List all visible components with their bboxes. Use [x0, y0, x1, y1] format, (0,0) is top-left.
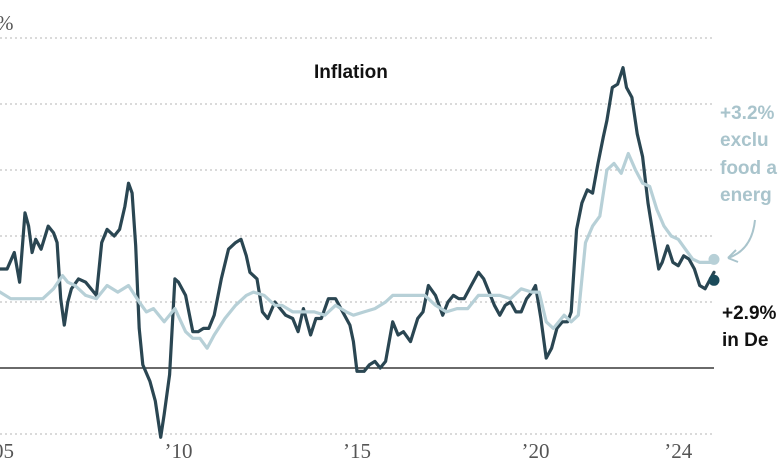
core-annotation-line: food a — [720, 158, 777, 179]
core-endpoint-dot — [708, 253, 720, 265]
core-callout-arrow — [727, 219, 756, 259]
series-layer — [0, 66, 716, 439]
headline-annotation-line: in De — [722, 330, 768, 351]
y-tick-label: % — [0, 11, 14, 35]
series-core-line — [0, 151, 716, 350]
core-annotation-line: energ — [720, 185, 772, 206]
chart-title: Inflation — [314, 62, 388, 83]
core-annotation-line: +3.2% — [720, 103, 775, 124]
x-tick-label: ’10 — [165, 439, 193, 463]
x-tick-label: ’20 — [522, 439, 550, 463]
core-annotation-line: exclu — [720, 130, 769, 151]
headline-annotation-line: +2.9% — [722, 303, 777, 324]
x-tick-label: ’05 — [0, 439, 14, 463]
x-tick-label: ’24 — [664, 439, 692, 463]
headline-endpoint-dot — [708, 274, 720, 286]
gridlines — [0, 37, 714, 435]
series-headline-line — [0, 66, 716, 439]
x-tick-label: ’15 — [343, 439, 371, 463]
labels: Inflation +3.2% exclu food a energ +2.9% in De — [314, 62, 777, 351]
core-callout-arrowhead — [727, 249, 739, 263]
